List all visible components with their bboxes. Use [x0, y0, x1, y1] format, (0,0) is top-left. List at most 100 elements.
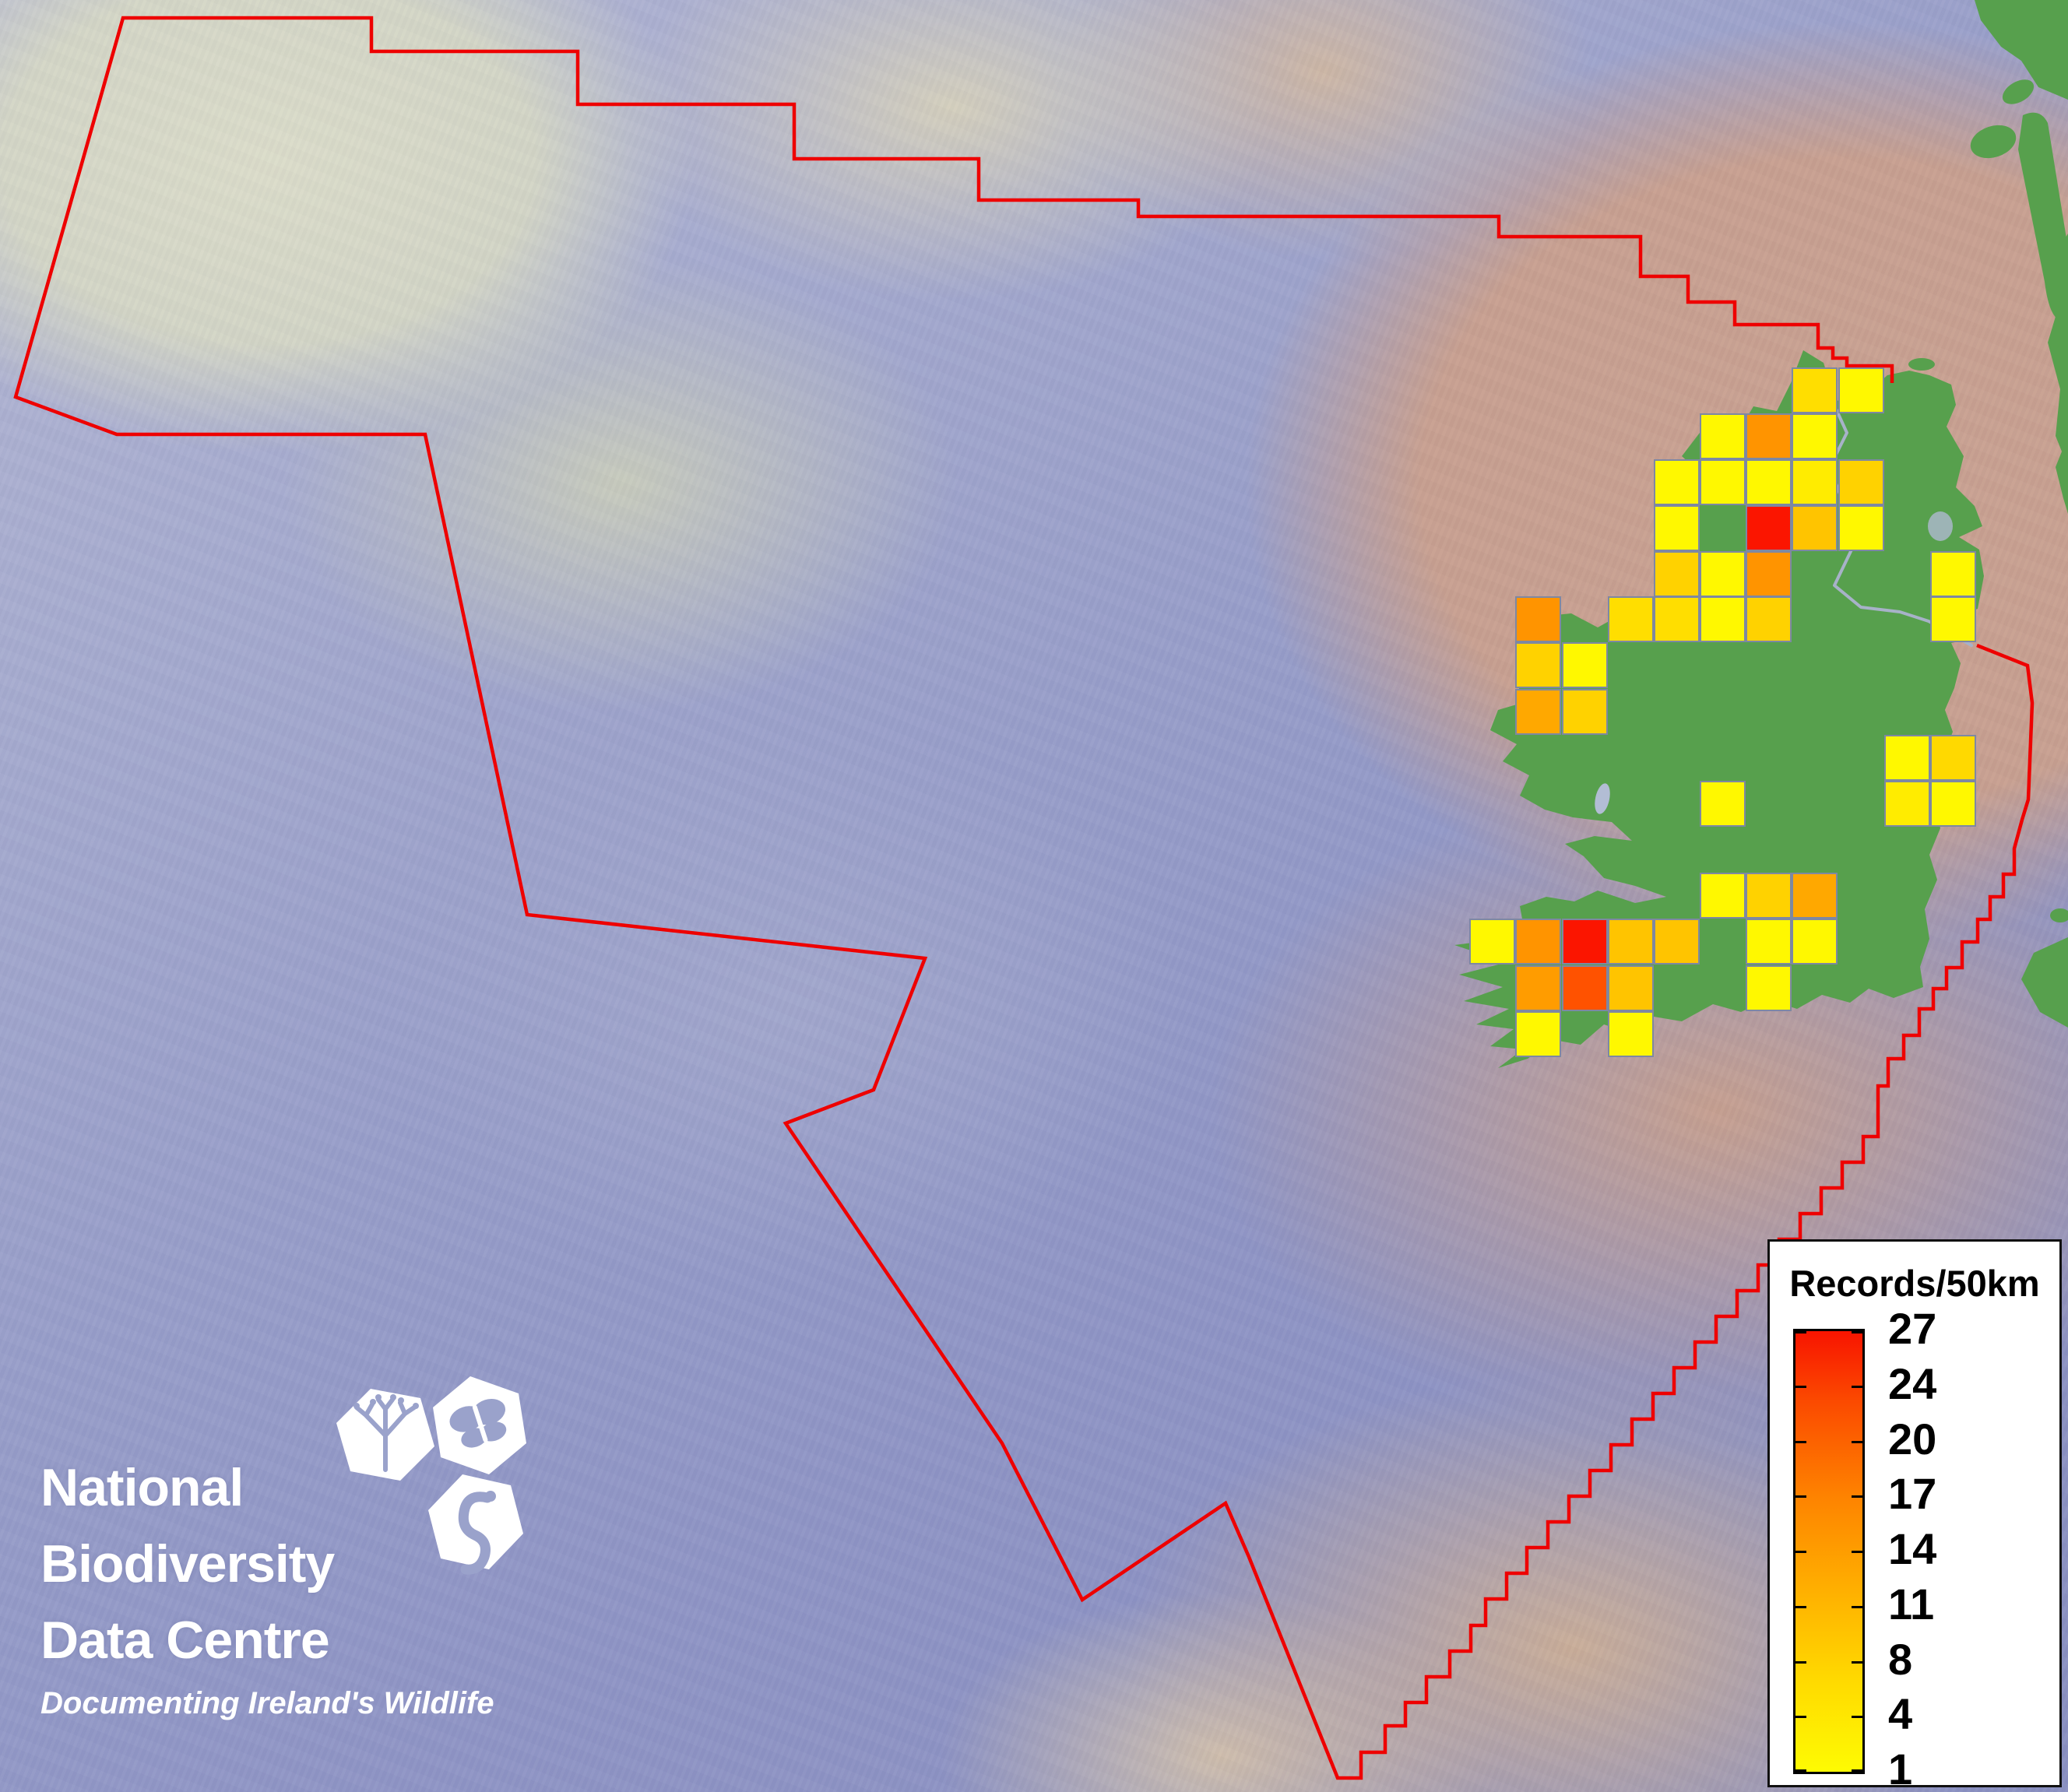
- grid-cell: [1654, 459, 1700, 505]
- legend-tick: [1852, 1769, 1862, 1772]
- legend-tick: [1795, 1495, 1806, 1499]
- grid-cell: [1515, 642, 1561, 688]
- legend-tick: [1852, 1605, 1862, 1608]
- grid-cell: [1838, 367, 1884, 413]
- legend-tick: [1795, 1605, 1806, 1608]
- legend-label: 8: [1888, 1634, 1913, 1684]
- grid-cell: [1515, 965, 1561, 1011]
- legend-label: 24: [1888, 1358, 1937, 1408]
- legend-tick: [1852, 1716, 1862, 1719]
- grid-cell: [1884, 781, 1930, 827]
- grid-cell: [1746, 919, 1792, 965]
- grid-cell: [1746, 459, 1792, 505]
- hexagon-sprig-icon: [336, 1389, 434, 1481]
- logo-line-2: Biodiversity: [40, 1534, 335, 1593]
- legend-tick: [1795, 1551, 1806, 1553]
- grid-cell: [1515, 689, 1561, 735]
- grid-cell: [1746, 596, 1792, 642]
- hexagon-seahorse-icon: [428, 1474, 523, 1575]
- grid-cell: [1608, 596, 1654, 642]
- grid-cell: [1792, 873, 1838, 919]
- grid-cell: [1884, 735, 1930, 781]
- legend-label: 11: [1888, 1579, 1935, 1629]
- grid-cell: [1654, 551, 1700, 597]
- legend-title: Records/50km: [1789, 1263, 2040, 1304]
- legend-label: 27: [1888, 1304, 1937, 1353]
- grid-cell: [1838, 505, 1884, 551]
- kintyre-peninsula: [2018, 112, 2068, 322]
- grid-cell: [1930, 735, 1976, 781]
- scotland-coast-sliver: [2048, 234, 2068, 467]
- legend-box: Records/50km 27 24 20 17 14 11 8 4 1: [1767, 1239, 2062, 1792]
- legend-tick: [1795, 1769, 1806, 1772]
- grid-cell: [1562, 689, 1608, 735]
- legend-label: 17: [1888, 1469, 1937, 1519]
- legend-tick: [1795, 1331, 1806, 1333]
- grid-cell: [1700, 459, 1746, 505]
- grid-cell: [1792, 919, 1838, 965]
- scotland-landmass: [1975, 0, 2068, 100]
- grid-cell: [1700, 873, 1746, 919]
- grid-cell: [1746, 551, 1792, 597]
- grid-cell: [1515, 596, 1561, 642]
- grid-cell: [1700, 596, 1746, 642]
- wales-coast-sliver: [2021, 937, 2068, 1028]
- grid-cell: [1700, 551, 1746, 597]
- grid-cell: [1930, 781, 1976, 827]
- grid-cell: [1515, 919, 1561, 965]
- grid-cell: [1930, 596, 1976, 642]
- grid-cell: [1930, 551, 1976, 597]
- wales-islet: [2050, 908, 2068, 922]
- legend-tick: [1795, 1385, 1806, 1388]
- galloway-coast-sliver: [2056, 436, 2068, 514]
- legend-tick: [1795, 1716, 1806, 1719]
- lough-corrib-lake: [1595, 783, 1610, 814]
- grid-cell: [1562, 642, 1608, 688]
- legend-tick: [1852, 1331, 1862, 1333]
- grid-cell: [1608, 919, 1654, 965]
- eez-boundary-line: [13, 16, 2035, 1780]
- grid-cell: [1515, 1011, 1561, 1057]
- grid-cell: [1562, 919, 1608, 965]
- legend-tick: [1852, 1495, 1862, 1499]
- grid-cell: [1792, 413, 1838, 459]
- logo-line-1: National: [40, 1458, 244, 1517]
- legend-label: 14: [1888, 1524, 1937, 1573]
- logo-tagline: Documenting Ireland's Wildlife: [40, 1686, 494, 1720]
- legend-tick: [1852, 1551, 1862, 1553]
- jura-island: [2002, 79, 2035, 104]
- legend-label: 4: [1888, 1689, 1913, 1739]
- grid-cell: [1654, 919, 1700, 965]
- rathlin-island: [1908, 358, 1935, 371]
- grid-cell: [1838, 459, 1884, 505]
- islay-island: [1970, 125, 2017, 159]
- lough-neagh-lake: [1928, 511, 1953, 541]
- legend-label: 20: [1888, 1414, 1937, 1463]
- legend-tick: [1852, 1440, 1862, 1443]
- legend-label: 1: [1888, 1745, 1913, 1792]
- ni-border-line: [1828, 397, 1973, 647]
- grid-cell: [1792, 459, 1838, 505]
- grid-cell: [1746, 505, 1792, 551]
- grid-cell: [1792, 367, 1838, 413]
- logo-line-3: Data Centre: [40, 1611, 330, 1670]
- grid-cell: [1608, 965, 1654, 1011]
- legend-tick: [1852, 1385, 1862, 1388]
- legend-tick: [1795, 1660, 1806, 1664]
- nbdc-logo: National Biodiversity Data Centre Docume…: [40, 1376, 526, 1721]
- grid-cell: [1746, 413, 1792, 459]
- grid-cell: [1746, 965, 1792, 1011]
- legend-tick: [1852, 1660, 1862, 1664]
- grid-cell: [1700, 781, 1746, 827]
- grid-cell: [1654, 596, 1700, 642]
- grid-cell: [1700, 413, 1746, 459]
- legend-color-bar: [1793, 1329, 1865, 1774]
- grid-cell: [1608, 1011, 1654, 1057]
- grid-cell: [1562, 965, 1608, 1011]
- grid-cell: [1469, 919, 1515, 965]
- grid-cell: [1654, 505, 1700, 551]
- legend-tick: [1795, 1440, 1806, 1443]
- grid-cell: [1746, 873, 1792, 919]
